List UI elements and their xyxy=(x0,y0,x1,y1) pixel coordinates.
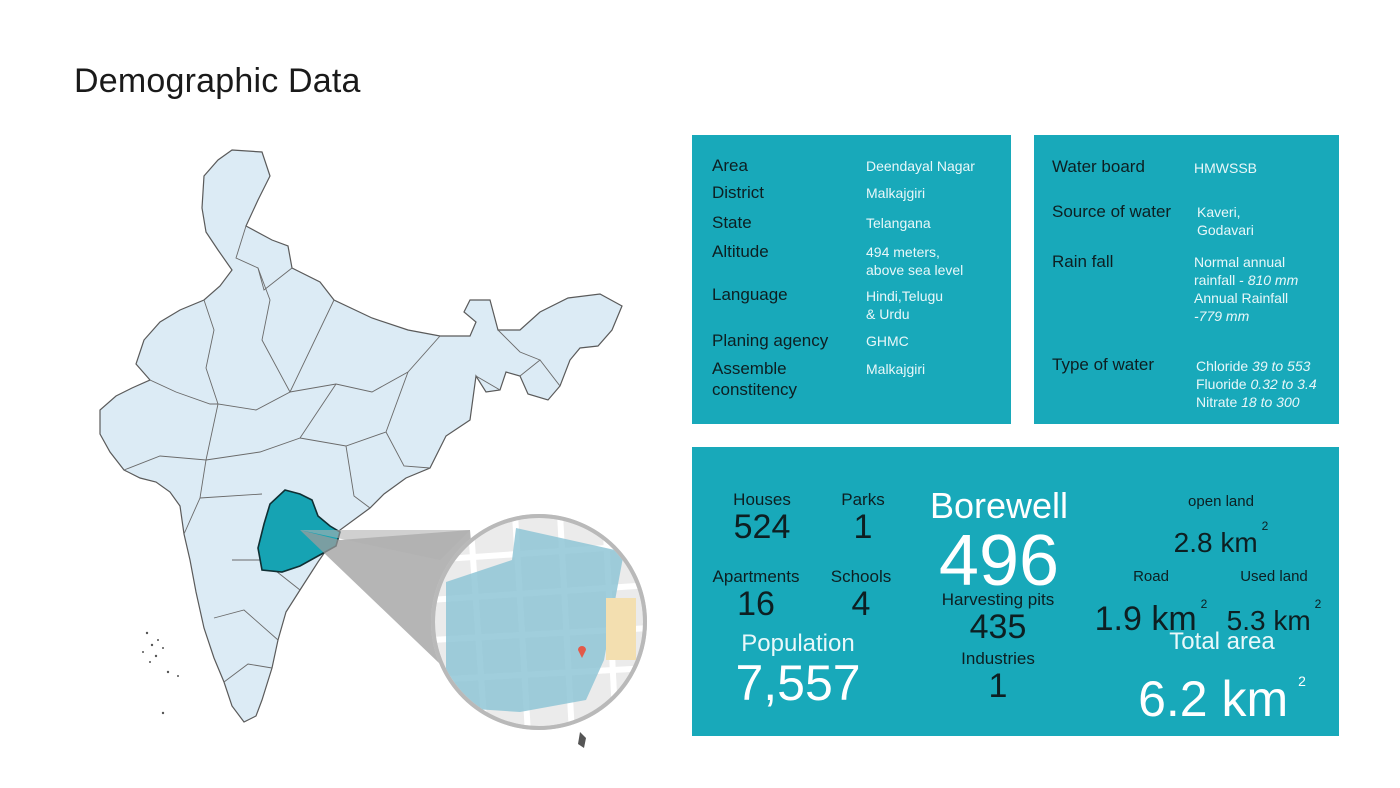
road-superscript: 2 xyxy=(1200,597,1208,611)
used-land-stat: Used land 5.3 km2 xyxy=(1220,568,1328,639)
islands xyxy=(142,631,586,748)
used-land-label: Used land xyxy=(1240,568,1308,585)
population-stat: Population 7,557 xyxy=(722,630,874,711)
water-info-panel: Water board HMWSSB Source of water Kaver… xyxy=(1034,135,1339,424)
open-land-stat: open land 2.8 km2 xyxy=(1158,493,1284,558)
open-land-number: 2.8 km xyxy=(1173,527,1258,558)
nitrate-value: 18 to 300 xyxy=(1241,394,1300,410)
houses-value: 524 xyxy=(733,508,791,546)
language-line-1: Hindi,Telugu xyxy=(866,288,944,304)
nitrate-name: Nitrate xyxy=(1196,394,1242,410)
total-area-value: 6.2 km 2 xyxy=(1132,655,1312,725)
harvesting-label: Harvesting pits xyxy=(941,590,1055,609)
population-label: Population xyxy=(741,630,855,657)
source-line-1: Kaveri, xyxy=(1197,204,1241,220)
borewell-stat: Borewell 496 xyxy=(914,485,1084,601)
language-label: Language xyxy=(712,285,788,304)
water-type-value: Chloride 39 to 553 Fluoride 0.32 to 3.4 … xyxy=(1196,357,1317,411)
nitrate-row: Nitrate 18 to 300 xyxy=(1196,393,1317,411)
altitude-line-2: above sea level xyxy=(866,262,964,278)
industries-value: 1 xyxy=(988,667,1008,705)
used-land-number: 5.3 km xyxy=(1226,605,1311,636)
parks-value: 1 xyxy=(853,508,873,546)
rainfall-line-3: Annual Rainfall xyxy=(1194,290,1289,306)
zoomed-street-map xyxy=(435,518,643,726)
chloride-row: Chloride 39 to 553 xyxy=(1196,357,1317,375)
borewell-label: Borewell xyxy=(929,485,1069,526)
language-value: Hindi,Telugu & Urdu xyxy=(866,287,943,323)
rainfall-annual-value: -779 mm xyxy=(1194,308,1250,324)
water-board-label: Water board xyxy=(1052,157,1145,176)
used-land-value: 5.3 km2 xyxy=(1220,586,1328,639)
source-line-2: Godavari xyxy=(1197,222,1254,238)
agency-label: Planing agency xyxy=(712,331,829,350)
open-land-label: open land xyxy=(1188,493,1254,510)
source-value: Kaveri, Godavari xyxy=(1197,203,1254,239)
road-number: 1.9 km xyxy=(1094,600,1197,638)
apartments-stat: Apartments 16 xyxy=(704,567,808,623)
schools-value: 4 xyxy=(851,585,871,623)
agency-value: GHMC xyxy=(866,333,909,349)
constituency-label-line-2: constitency xyxy=(712,380,798,399)
district-label: District xyxy=(712,183,764,202)
total-area-stat: Total area 6.2 km 2 xyxy=(1132,628,1312,726)
road-label: Road xyxy=(1133,568,1169,585)
total-area-label: Total area xyxy=(1169,628,1275,655)
rainfall-normal-text: rainfall - xyxy=(1194,272,1248,288)
road-stat: Road 1.9 km 2 xyxy=(1090,568,1212,637)
used-land-superscript: 2 xyxy=(1314,597,1322,611)
total-area-number: 6.2 km xyxy=(1138,671,1289,727)
constituency-label: Assemble constitency xyxy=(712,358,797,400)
harvesting-value: 435 xyxy=(969,608,1027,646)
open-land-superscript: 2 xyxy=(1261,519,1269,533)
water-board-value: HMWSSB xyxy=(1194,160,1257,176)
area-label: Area xyxy=(712,156,748,175)
rainfall-line-2: rainfall - 810 mm xyxy=(1194,271,1298,289)
area-value: Deendayal Nagar xyxy=(866,158,975,174)
location-info-panel: Area Deendayal Nagar District Malkajgiri… xyxy=(692,135,1011,424)
industries-stat: Industries 1 xyxy=(948,649,1048,705)
total-area-superscript: 2 xyxy=(1298,673,1306,689)
rainfall-normal-value: 810 mm xyxy=(1247,272,1299,288)
state-value: Telangana xyxy=(866,215,931,231)
rainfall-label: Rain fall xyxy=(1052,252,1114,271)
rainfall-value: Normal annual rainfall - 810 mm Annual R… xyxy=(1194,253,1298,325)
apartments-label: Apartments xyxy=(712,567,800,586)
india-outline xyxy=(99,149,623,723)
schools-stat: Schools 4 xyxy=(824,567,898,623)
houses-label: Houses xyxy=(733,490,791,509)
page-title: Demographic Data xyxy=(74,62,361,100)
industries-label: Industries xyxy=(961,649,1035,668)
chloride-value: 39 to 553 xyxy=(1252,358,1311,374)
schools-label: Schools xyxy=(830,567,892,586)
parks-stat: Parks 1 xyxy=(828,490,898,546)
chloride-name: Chloride xyxy=(1196,358,1253,374)
apartments-value: 16 xyxy=(737,585,775,623)
fluoride-name: Fluoride xyxy=(1196,376,1251,392)
open-land-value: 2.8 km2 xyxy=(1158,511,1284,558)
language-line-2: & Urdu xyxy=(866,306,910,322)
source-label: Source of water xyxy=(1052,202,1172,221)
road-value: 1.9 km 2 xyxy=(1090,586,1212,637)
statistics-panel: Houses 524 Parks 1 Apartments 16 Schools… xyxy=(692,447,1339,736)
harvesting-stat: Harvesting pits 435 xyxy=(928,590,1068,646)
state-label: State xyxy=(712,213,752,232)
borewell-value: 496 xyxy=(938,521,1060,601)
fluoride-row: Fluoride 0.32 to 3.4 xyxy=(1196,375,1317,393)
rainfall-line-1: Normal annual xyxy=(1194,254,1286,270)
population-value: 7,557 xyxy=(735,655,861,711)
altitude-line-1: 494 meters, xyxy=(866,244,940,260)
altitude-value: 494 meters, above sea level xyxy=(866,243,963,279)
water-type-label: Type of water xyxy=(1052,355,1155,374)
fluoride-value: 0.32 to 3.4 xyxy=(1250,376,1317,392)
telangana-highlight xyxy=(257,489,341,573)
constituency-label-line-1: Assemble xyxy=(712,359,787,378)
district-value: Malkajgiri xyxy=(866,185,926,201)
houses-stat: Houses 524 xyxy=(722,490,802,546)
constituency-value: Malkajgiri xyxy=(866,361,926,377)
altitude-label: Altitude xyxy=(712,242,769,261)
parks-label: Parks xyxy=(841,490,885,509)
india-map xyxy=(99,149,647,748)
